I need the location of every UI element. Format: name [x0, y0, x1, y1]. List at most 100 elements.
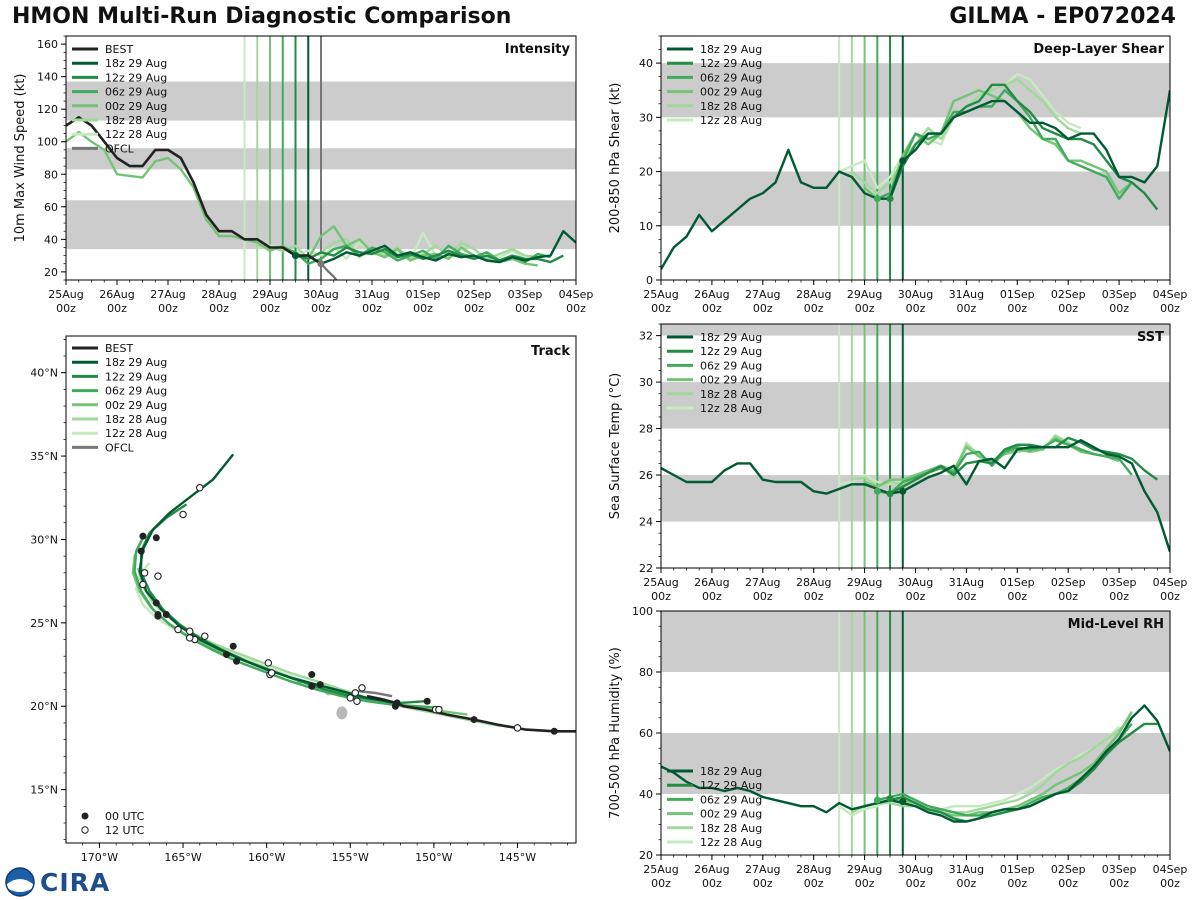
x-tick-label: 00z [702, 590, 722, 603]
panel-title: Deep-Layer Shear [1033, 42, 1164, 57]
x-tick-label: 04Sep [1153, 863, 1188, 876]
x-tick-label: 03Sep [1102, 576, 1137, 589]
y-axis-label: Sea Surface Temp (°C) [608, 373, 623, 520]
track-point-12utc [351, 689, 360, 697]
track-point-12utc [201, 632, 209, 640]
y-tick-label: 140 [37, 71, 58, 84]
y-tick-label: 60 [639, 727, 653, 740]
track-point-12utc [154, 572, 162, 580]
y-tick-label: 80 [44, 168, 58, 181]
x-tick-label: 28Aug [796, 288, 831, 301]
x-tick-label: 00z [566, 302, 586, 315]
series-line-18z-29-aug [661, 90, 1170, 270]
x-tick-label: 29Aug [847, 288, 882, 301]
x-tick-label: 00z [1160, 877, 1180, 890]
y-tick-label: 40 [639, 788, 653, 801]
track-point-12utc [267, 669, 276, 677]
track-point-00utc [152, 599, 160, 607]
panel-track: 170°W 165°W 160°W 155°W 150°W 145°W 15°N 20°N 25… [30, 335, 577, 864]
x-tick-label: 170°W [81, 851, 118, 864]
series-line-ofcl [320, 262, 338, 280]
x-tick-label: 00z [1160, 302, 1180, 315]
legend-label: BEST [105, 342, 133, 355]
x-tick-label: 155°W [332, 851, 369, 864]
track-point-12utc [196, 484, 204, 492]
legend-label: 00z 29 Aug [700, 86, 762, 99]
x-tick-label: 30Aug [898, 576, 933, 589]
x-tick-label: 26Aug [694, 288, 729, 301]
y-tick-label: 40 [639, 57, 653, 70]
series-line-18z-29-aug [661, 704, 1170, 823]
series-line-18z-29-aug [307, 229, 576, 265]
x-tick-label: 01Sep [1000, 576, 1035, 589]
panel-title: SST [1137, 330, 1164, 345]
x-tick-label: 00z [464, 302, 484, 315]
x-tick-label: 01Sep [406, 288, 441, 301]
track-point-00utc [162, 611, 170, 619]
legend-label: 12z 28 Aug [700, 402, 762, 415]
track-map-area [131, 453, 576, 735]
init-marker-0 [899, 157, 907, 165]
series-line-18z-28-aug [851, 716, 1133, 814]
init-marker-1 [317, 260, 325, 268]
init-marker-2 [873, 487, 881, 495]
track-line-ofcl [358, 690, 393, 698]
x-tick-label: 26Aug [99, 288, 134, 301]
track-point-00utc [470, 716, 478, 724]
x-tick-label: 00z [753, 302, 773, 315]
legend-label: 18z 29 Aug [105, 57, 167, 70]
init-marker-1 [886, 490, 894, 498]
x-tick-label: 02Sep [1051, 576, 1086, 589]
x-tick-label: 27Aug [745, 863, 780, 876]
x-tick-label: 00z [855, 302, 875, 315]
x-tick-label: 00z [311, 302, 331, 315]
x-tick-label: 165°W [164, 851, 201, 864]
x-tick-label: 26Aug [694, 576, 729, 589]
x-tick-label: 00z [362, 302, 382, 315]
panel-sst: 22242628303225Aug00z26Aug00z27Aug00z28Au… [608, 323, 1187, 603]
x-tick-label: 160°W [248, 851, 285, 864]
legend-label: 12z 28 Aug [700, 836, 762, 849]
track-point-12utc [435, 705, 443, 714]
noaa-logo-icon [5, 867, 35, 897]
track-point-00utc [316, 681, 324, 689]
x-tick-label: 00z [1058, 590, 1078, 603]
series-line-18z-29-aug [661, 439, 1170, 553]
x-tick-label: 30Aug [898, 288, 933, 301]
x-tick-label: 00z [1007, 302, 1027, 315]
series-line-06z-29-aug [877, 439, 1133, 495]
track-point-00utc [233, 657, 241, 665]
island-hawaii [336, 706, 348, 720]
x-tick-label: 00z [804, 302, 824, 315]
track-point-00utc [423, 697, 431, 705]
x-tick-label: 00z [56, 302, 76, 315]
legend-label: 00z 29 Aug [700, 808, 762, 821]
x-tick-label: 01Sep [1000, 863, 1035, 876]
x-tick-label: 00z [702, 877, 722, 890]
x-tick-label: 00z [957, 877, 977, 890]
legend-label: 18z 28 Aug [700, 822, 762, 835]
shade-band-1 [661, 63, 1170, 118]
legend-label: 18z 29 Aug [700, 765, 762, 778]
legend-label: 18z 29 Aug [700, 43, 762, 56]
y-tick-label: 40°N [30, 367, 58, 380]
legend-label: 06z 29 Aug [700, 793, 762, 806]
plot-area-intensity [66, 36, 576, 280]
x-tick-label: 27Aug [745, 576, 780, 589]
storm-id-title: GILMA - EP072024 [949, 4, 1176, 29]
y-tick-label: 28 [639, 423, 653, 436]
x-tick-label: 29Aug [847, 863, 882, 876]
x-tick-label: 150°W [415, 851, 452, 864]
x-tick-label: 29Aug [252, 288, 287, 301]
track-point-12utc [179, 510, 187, 519]
x-tick-label: 25Aug [48, 288, 83, 301]
x-tick-label: 31Aug [949, 288, 984, 301]
legend-label: 12z 28 Aug [700, 114, 762, 127]
legend-label: 18z 28 Aug [700, 100, 762, 113]
track-point-00utc [308, 682, 316, 690]
y-tick-label: 0 [646, 274, 653, 287]
x-tick-label: 03Sep [508, 288, 543, 301]
x-tick-label: 04Sep [559, 288, 594, 301]
